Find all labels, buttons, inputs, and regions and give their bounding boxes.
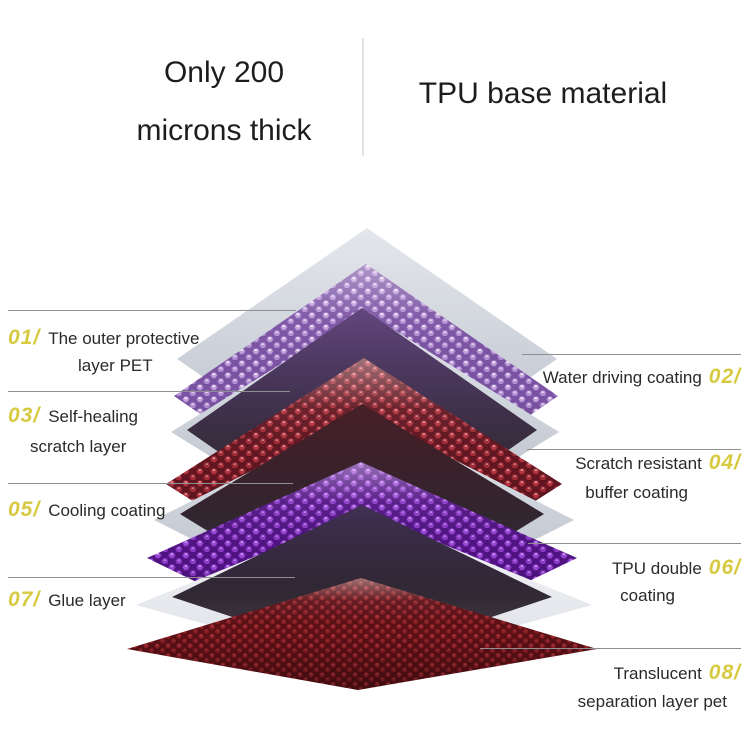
layer-name-07: Glue layer xyxy=(48,591,126,610)
leader-line-07 xyxy=(8,577,295,578)
leader-line-04 xyxy=(527,449,741,450)
header-divider xyxy=(362,38,364,156)
layer-name-04: Scratch resistant xyxy=(575,454,702,473)
layer-number-06: 06/ xyxy=(708,556,741,579)
thickness-title: Only 200 microns thick xyxy=(84,44,364,160)
layer-name-03: Self-healing xyxy=(48,407,138,426)
label-row-08: Translucent 08/ separation layer pet xyxy=(481,662,741,713)
leader-line-08 xyxy=(480,648,741,649)
leader-line-03 xyxy=(8,391,290,392)
layer-name-03-line2: scratch layer xyxy=(30,437,127,456)
leader-line-01 xyxy=(8,310,296,311)
layer-number-05: 05/ xyxy=(8,498,41,521)
label-row-05: 05/ Cooling coating xyxy=(8,499,228,522)
layer-number-03: 03/ xyxy=(8,404,41,427)
leader-line-05 xyxy=(8,483,293,484)
separation-mesh-layer xyxy=(127,578,597,690)
layer-number-01: 01/ xyxy=(8,326,41,349)
label-row-03: 03/ Self-healing scratch layer xyxy=(8,405,208,458)
label-row-04: Scratch resistant 04/ buffer coating xyxy=(501,452,741,504)
layer-number-04: 04/ xyxy=(708,451,741,474)
layer-name-08: Translucent xyxy=(613,664,702,683)
thickness-line-1: Only 200 xyxy=(163,56,285,89)
label-row-01: 01/ The outer protective layer PET xyxy=(8,327,228,377)
label-row-06: TPU double 06/ coating xyxy=(501,557,741,607)
layer-number-07: 07/ xyxy=(8,588,41,611)
label-row-07: 07/ Glue layer xyxy=(8,589,228,612)
label-row-02: Water driving coating 02/ xyxy=(481,366,741,389)
leader-line-02 xyxy=(522,354,741,355)
layer-name-01-line2: layer PET xyxy=(78,356,153,375)
thickness-line-2: microns thick xyxy=(136,114,312,147)
layer-name-08-line2: separation layer pet xyxy=(577,692,727,711)
layer-name-04-line2: buffer coating xyxy=(585,483,688,502)
leader-line-06 xyxy=(528,543,741,544)
layer-name-05: Cooling coating xyxy=(48,501,166,520)
material-title: TPU base material xyxy=(418,77,668,110)
layer-name-01: The outer protective xyxy=(48,329,200,348)
layer-name-06: TPU double xyxy=(612,559,702,578)
layer-name-06-line2: coating xyxy=(620,586,675,605)
layer-number-08: 08/ xyxy=(708,661,741,684)
layer-number-02: 02/ xyxy=(708,365,741,388)
layer-name-02: Water driving coating xyxy=(542,368,702,387)
